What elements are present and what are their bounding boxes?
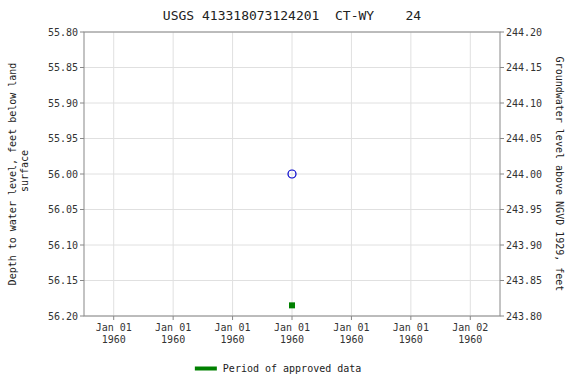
tick-label: 243.80 [506,311,542,322]
tick-label: 244.15 [506,62,542,73]
tick-label: Jan 011960 [333,322,369,345]
y2-axis-label: Groundwater level above NGVD 1929, feet [554,57,565,292]
tick-label: 244.20 [506,27,542,38]
tick-label: 55.85 [48,62,78,73]
tick-label: 243.95 [506,204,542,215]
tick-mark [351,316,352,320]
tick-label: Jan 011960 [96,322,132,345]
text-line: Jan 01 [333,322,369,333]
tick-label: 56.20 [48,311,78,322]
tick-label: 244.00 [506,169,542,180]
tick-label: 244.05 [506,133,542,144]
text-line: Jan 01 [96,322,132,333]
tick-mark [500,316,504,317]
tick-mark [292,316,293,320]
tick-mark [500,174,504,175]
grid-line [292,32,293,316]
tick-mark [500,245,504,246]
grid [84,32,500,316]
grid-line [113,32,114,316]
tick-mark [500,103,504,104]
tick-mark [500,209,504,210]
tick-label: 56.10 [48,240,78,251]
legend: Period of approved data [195,363,361,374]
grid-line [232,32,233,316]
tick-label: Jan 011960 [274,322,310,345]
text-line: 1960 [280,334,304,345]
tick-label: 55.90 [48,98,78,109]
text-line: 1960 [399,334,423,345]
tick-label: 56.05 [48,204,78,215]
grid-line [410,32,411,316]
tick-label: 55.80 [48,27,78,38]
text-line: 1960 [458,334,482,345]
text-line: 1960 [161,334,185,345]
legend-swatch [195,367,217,371]
text-line: 1960 [102,334,126,345]
point [288,170,296,178]
title: USGS 413318073124201 CT-WY 24 [163,8,421,23]
tick-mark [80,174,84,175]
point [289,302,295,308]
tick-label: Jan 011960 [393,322,429,345]
chart: USGS 413318073124201 CT-WY 24 55.80 55.85 5… [0,0,576,384]
text-line: surface [19,150,30,198]
tick-label: Jan 021960 [452,322,488,345]
tick-label: Jan 011960 [215,322,251,345]
grid-line [351,32,352,316]
tick-mark [410,316,411,320]
tick-label: 55.95 [48,133,78,144]
text-line: Jan 01 [215,322,251,333]
legend-label: Period of approved data [223,363,361,374]
tick-label: 56.15 [48,275,78,286]
text-line: Jan 01 [155,322,191,333]
y-axis-label: Depth to water level, feet below land su… [7,63,30,286]
text-line: Jan 01 [393,322,429,333]
text-line: Jan 02 [452,322,488,333]
tick-mark [500,138,504,139]
text-line: Jan 01 [274,322,310,333]
tick-label: Jan 011960 [155,322,191,345]
tick-label: 244.10 [506,98,542,109]
tick-mark [80,316,84,317]
tick-mark [80,245,84,246]
text-line: 1960 [339,334,363,345]
tick-mark [173,316,174,320]
tick-mark [80,67,84,68]
tick-mark [500,280,504,281]
tick-label: 56.00 [48,169,78,180]
grid-line [173,32,174,316]
tick-mark [500,32,504,33]
tick-mark [232,316,233,320]
tick-mark [113,316,114,320]
plot-frame [84,32,500,316]
tick-mark [80,209,84,210]
text-line: 1960 [221,334,245,345]
tick-mark [470,316,471,320]
tick-label: 243.90 [506,240,542,251]
text-line: Depth to water level, feet below land [7,63,18,286]
tick-mark [80,280,84,281]
tick-mark [80,138,84,139]
tick-mark [80,103,84,104]
tick-mark [500,67,504,68]
marks [288,170,296,308]
tick-mark [80,32,84,33]
grid-line [470,32,471,316]
tick-label: 243.85 [506,275,542,286]
